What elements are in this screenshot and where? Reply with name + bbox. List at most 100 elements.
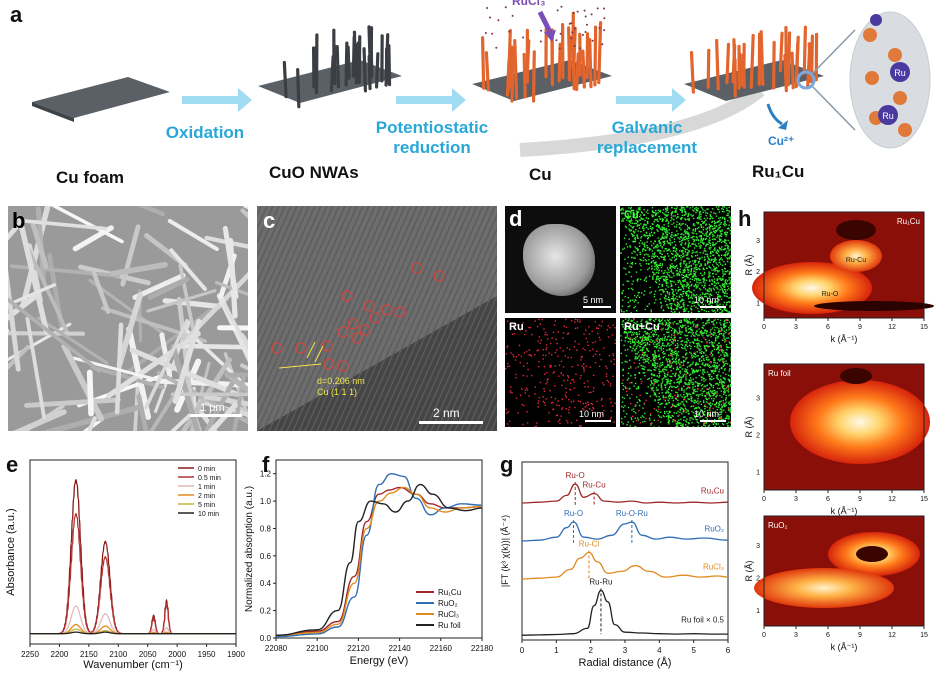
map-dot (691, 333, 694, 335)
map-dot (691, 372, 694, 374)
map-dot (666, 271, 668, 274)
map-dot (647, 350, 650, 352)
map-dot (713, 301, 716, 303)
map-dot (647, 212, 649, 215)
lattice-fringe (382, 206, 484, 431)
map-dot (721, 357, 723, 360)
map-dot (644, 308, 646, 311)
map-dot (659, 211, 662, 213)
cu-map: Cu 10 nm (620, 206, 731, 313)
map-dot (673, 337, 676, 339)
map-dot (666, 240, 669, 242)
map-dot (599, 416, 601, 419)
map-dot (696, 264, 698, 266)
map-dot (665, 229, 667, 231)
map-dot (700, 226, 703, 229)
map-dot (671, 303, 673, 305)
map-dot (713, 230, 715, 233)
map-dot (671, 280, 673, 282)
map-dot (730, 232, 731, 235)
particle (585, 23, 588, 26)
map-dot (683, 370, 686, 372)
map-dot (625, 326, 627, 328)
map-dot (705, 398, 708, 400)
tick-label: 5 (691, 646, 696, 655)
map-dot (643, 325, 645, 327)
map-dot (662, 278, 665, 280)
map-dot (638, 245, 641, 247)
map-dot (726, 295, 728, 298)
nanowire (72, 225, 114, 252)
map-dot (650, 336, 652, 338)
map-dot (715, 396, 717, 398)
map-dot (684, 368, 687, 370)
nanowire (30, 222, 49, 269)
map-dot (698, 258, 701, 260)
map-dot (730, 353, 731, 355)
map-dot (730, 360, 731, 362)
map-dot (703, 377, 705, 380)
map-dot (665, 211, 667, 213)
map-dot (702, 243, 705, 245)
nanowire (296, 67, 301, 109)
map-dot (643, 355, 645, 357)
map-dot (700, 359, 703, 362)
map-dot (667, 242, 670, 244)
nanowire (778, 31, 784, 73)
map-dot (576, 327, 579, 329)
map-dot (652, 358, 654, 360)
map-dot (629, 346, 632, 348)
atom-marker (321, 340, 333, 352)
map-dot (703, 337, 705, 339)
map-dot (649, 248, 652, 251)
map-dot (699, 345, 702, 348)
lattice-fringe (448, 321, 497, 431)
panel-f-letter: f (262, 452, 270, 477)
peak-label: Ru-Ru (589, 577, 612, 586)
map-dot (648, 234, 650, 237)
map-dot (703, 364, 705, 366)
map-dot (701, 426, 703, 427)
map-dot (644, 412, 646, 415)
map-dot (592, 355, 595, 357)
map-dot (689, 364, 691, 367)
map-dot (592, 374, 595, 377)
map-dot (670, 307, 673, 309)
map-dot (629, 382, 631, 384)
ru-dots (505, 318, 616, 427)
map-dot (591, 403, 594, 406)
map-dot (721, 309, 723, 312)
map-dot (680, 343, 682, 345)
map-dot (702, 335, 704, 337)
map-dot (704, 253, 707, 255)
map-dot (720, 346, 722, 348)
map-dot (565, 326, 568, 329)
map-dot (724, 289, 727, 291)
map-dot (629, 340, 631, 343)
map-dot (591, 330, 593, 332)
map-dot (709, 300, 711, 303)
map-dot (691, 368, 693, 370)
map-dot (683, 391, 685, 393)
map-dot (640, 349, 643, 351)
map-dot (601, 320, 603, 323)
map-dot (655, 333, 658, 336)
map-dot (694, 412, 697, 415)
map-dot (695, 326, 698, 328)
map-dot (658, 226, 661, 228)
map-dot (682, 364, 685, 366)
map-dot (657, 264, 659, 267)
map-dot (699, 366, 702, 368)
map-dot (700, 246, 702, 248)
map-dot (628, 216, 630, 218)
map-dot (674, 358, 677, 360)
map-dot (726, 345, 728, 348)
map-dot (708, 266, 711, 268)
map-dot (590, 402, 593, 405)
map-dot (715, 370, 717, 372)
map-dot (702, 268, 705, 270)
map-dot (724, 281, 727, 284)
map-dot (692, 217, 695, 220)
map-dot (676, 346, 679, 348)
map-dot (667, 416, 670, 419)
